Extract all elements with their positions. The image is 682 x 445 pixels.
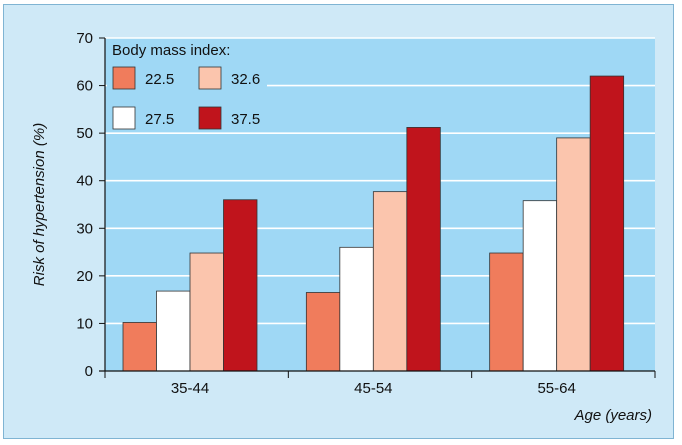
legend-swatch-37.5 <box>198 106 222 130</box>
bar-chart: 0 10 20 30 40 50 60 70 35-44 45-54 55-64 Risk of … <box>31 30 656 424</box>
legend-title: Body mass index: <box>112 42 230 59</box>
bar-45-54-bmi-37.5 <box>406 127 441 372</box>
bar-35-44-bmi-32.6 <box>189 252 224 372</box>
y-axis-title: Risk of hypertension (%) <box>31 123 48 286</box>
legend-label-22.5: 22.5 <box>145 71 174 88</box>
bar-45-54-bmi-27.5 <box>339 246 374 372</box>
bar-35-44-bmi-37.5 <box>223 199 258 372</box>
axes <box>99 37 656 378</box>
legend-label-27.5: 27.5 <box>145 111 174 128</box>
legend-swatch-27.5 <box>112 106 136 130</box>
y-tick-label: 10 <box>76 315 93 332</box>
y-tick-label: 70 <box>76 30 93 47</box>
bar-45-54-bmi-22.5 <box>305 292 341 372</box>
x-axis-title: Age (years) <box>573 407 652 424</box>
legend-swatch-22.5 <box>112 66 136 90</box>
y-tick-label: 50 <box>76 125 93 142</box>
legend-swatch-32.6 <box>198 66 222 90</box>
x-tick-label: 35-44 <box>171 380 209 397</box>
chart-frame: 0 10 20 30 40 50 60 70 35-44 45-54 55-64 Risk of … <box>3 4 674 439</box>
bar-55-64-bmi-37.5 <box>589 75 625 372</box>
y-tick-label: 60 <box>76 78 93 95</box>
bar-35-44-bmi-22.5 <box>122 322 157 372</box>
y-tick-labels: 0 10 20 30 40 50 60 70 <box>76 30 93 380</box>
bar-55-64-bmi-27.5 <box>522 200 558 372</box>
y-tick-label: 20 <box>76 268 93 285</box>
bar-35-44-bmi-27.5 <box>156 290 191 372</box>
bar-45-54-bmi-32.6 <box>372 191 408 372</box>
bar-55-64-bmi-32.6 <box>556 137 591 372</box>
bar-55-64-bmi-22.5 <box>489 252 524 372</box>
legend: Body mass index: 22.5 32.6 27.5 37.5 <box>112 42 260 130</box>
legend-label-32.6: 32.6 <box>231 71 260 88</box>
y-tick-label: 40 <box>76 173 93 190</box>
x-tick-label: 45-54 <box>354 380 392 397</box>
y-tick-label: 30 <box>76 220 93 237</box>
legend-label-37.5: 37.5 <box>231 111 260 128</box>
x-tick-labels: 35-44 45-54 55-64 <box>171 380 576 397</box>
x-tick-label: 55-64 <box>537 380 575 397</box>
y-tick-label: 0 <box>85 363 93 380</box>
